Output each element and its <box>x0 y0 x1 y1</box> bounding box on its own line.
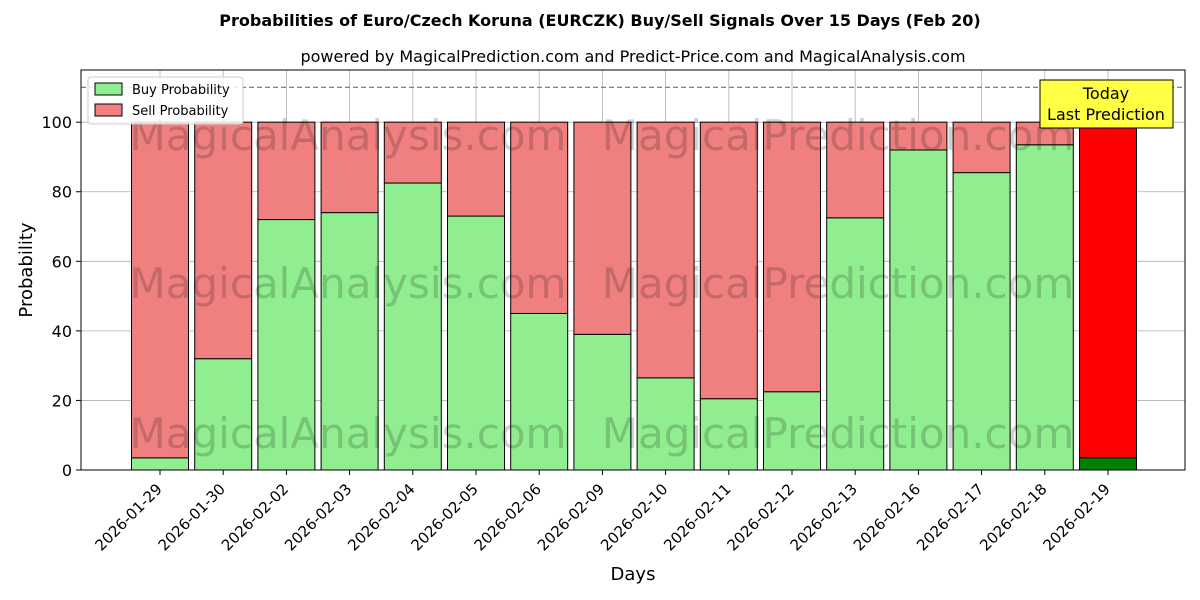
sell-bar <box>194 121 253 360</box>
x-axis-label: Days <box>611 564 656 585</box>
sell-bar <box>573 121 632 335</box>
sell-bar <box>699 121 758 400</box>
x-tick-label: 2026-02-18 <box>976 480 1050 554</box>
y-tick-label: 20 <box>52 391 72 410</box>
y-tick-label: 0 <box>62 461 72 480</box>
x-tick-label: 2026-02-05 <box>407 480 481 554</box>
x-tick-label: 2026-02-19 <box>1039 480 1113 554</box>
buy-bar <box>889 149 948 471</box>
watermark-text: MagicalPrediction.com <box>602 409 1075 458</box>
sell-bar <box>636 121 695 379</box>
watermark-text: MagicalPrediction.com <box>602 259 1075 308</box>
legend-box <box>87 76 244 125</box>
sell-bar <box>1079 121 1137 459</box>
y-tick-label: 60 <box>52 252 72 271</box>
watermarks: MagicalAnalysis.com MagicalPrediction.com… <box>130 111 1075 458</box>
y-tick-label: 100 <box>41 113 72 132</box>
buy-bar <box>131 457 189 471</box>
y-tick-label: 40 <box>52 322 72 341</box>
x-tick-label: 2026-01-29 <box>91 480 165 554</box>
x-tick-label: 2026-02-04 <box>344 480 418 554</box>
x-tick-label: 2026-02-02 <box>218 480 292 554</box>
buy-bar <box>1079 457 1137 471</box>
x-tick-label: 2026-02-17 <box>913 480 987 554</box>
watermark-text: MagicalPrediction.com <box>602 111 1075 160</box>
sell-bar <box>383 121 442 184</box>
x-tick-label: 2026-01-30 <box>155 480 229 554</box>
y-tick-label: 80 <box>52 183 72 202</box>
legend-label-buy: Buy Probability <box>132 83 230 98</box>
sell-bar <box>889 121 948 151</box>
sell-bar <box>447 121 505 217</box>
buy-bar <box>383 182 442 471</box>
sell-bar <box>826 121 885 219</box>
today-annotation: Today Last Prediction <box>1039 79 1174 129</box>
legend-swatch-sell <box>94 103 123 117</box>
x-tick-label: 2026-02-09 <box>534 480 608 554</box>
sell-bar <box>257 121 316 221</box>
buy-bar <box>573 333 632 471</box>
buy-bar <box>952 172 1011 471</box>
x-tick-label: 2026-02-11 <box>660 480 734 554</box>
legend: Buy Probability Sell Probability <box>87 76 244 125</box>
x-tick-label: 2026-02-10 <box>597 480 671 554</box>
sell-bar <box>510 121 569 314</box>
annotation-line-2: Last Prediction <box>1047 105 1165 124</box>
y-axis: 0 20 40 60 80 100 <box>41 113 81 480</box>
x-tick-label: 2026-02-16 <box>850 480 924 554</box>
x-tick-label: 2026-02-06 <box>471 480 545 554</box>
annotation-line-1: Today <box>1082 84 1129 103</box>
buy-bar <box>763 391 821 471</box>
x-tick-label: 2026-02-03 <box>281 480 355 554</box>
x-tick-label: 2026-02-13 <box>787 480 861 554</box>
buy-bar <box>636 377 695 471</box>
chart-subtitle: powered by MagicalPrediction.com and Pre… <box>300 47 965 66</box>
watermark-text: MagicalAnalysis.com <box>130 259 567 308</box>
legend-swatch-buy <box>94 82 123 96</box>
sell-bar <box>320 121 379 214</box>
legend-label-sell: Sell Probability <box>132 104 229 119</box>
sell-bar <box>952 121 1011 174</box>
plot-frame <box>80 69 1186 471</box>
y-axis-label: Probability <box>16 222 37 317</box>
annotation-box <box>1039 79 1174 129</box>
chart-title: Probabilities of Euro/Czech Koruna (EURC… <box>219 11 980 30</box>
bars <box>131 121 1137 471</box>
sell-bar <box>763 121 821 393</box>
x-axis: 2026-01-292026-01-302026-02-022026-02-03… <box>91 470 1114 554</box>
x-tick-label: 2026-02-12 <box>723 480 797 554</box>
buy-bar <box>826 217 885 471</box>
buy-bar <box>257 219 316 471</box>
watermark-text: MagicalAnalysis.com <box>130 409 567 458</box>
